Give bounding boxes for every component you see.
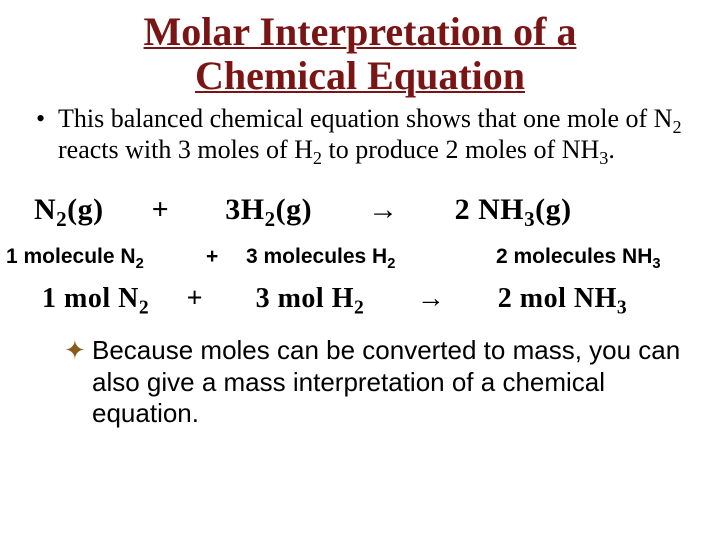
arrow-icon: → [417, 283, 446, 314]
molecule-n2: 1 molecule N2 [6, 245, 206, 269]
bullet2-text: Because moles can be converted to mass, … [92, 335, 680, 427]
chemical-equation-main: N2(g) + 3H2(g) → 2 NH3(g) [34, 193, 690, 227]
molecule-count-line: 1 molecule N2 + 3 molecules H2 2 molecul… [6, 245, 690, 269]
molecule-nh3: 2 molecules NH3 [496, 245, 661, 269]
bullet-marker: • [36, 104, 58, 135]
molecule-h2: 3 molecules H2 [246, 245, 496, 269]
slide-content: Molar Interpretation of a Chemical Equat… [0, 0, 720, 429]
arrow-icon: → [368, 193, 399, 226]
star-bullet-icon: ✦ [64, 335, 92, 366]
bullet-point-2: ✦Because moles can be converted to mass,… [92, 335, 690, 429]
slide-title: Molar Interpretation of a Chemical Equat… [30, 10, 690, 98]
bullet-point-1: •This balanced chemical equation shows t… [58, 104, 690, 165]
mole-equation: 1 mol N2 + 3 mol H2 → 2 mol NH3 [42, 283, 690, 315]
bullet1-text: This balanced chemical equation shows th… [58, 104, 682, 164]
plus-symbol: + [206, 245, 246, 269]
title-line2: Chemical Equation [195, 53, 525, 98]
title-line1: Molar Interpretation of a [144, 9, 577, 54]
